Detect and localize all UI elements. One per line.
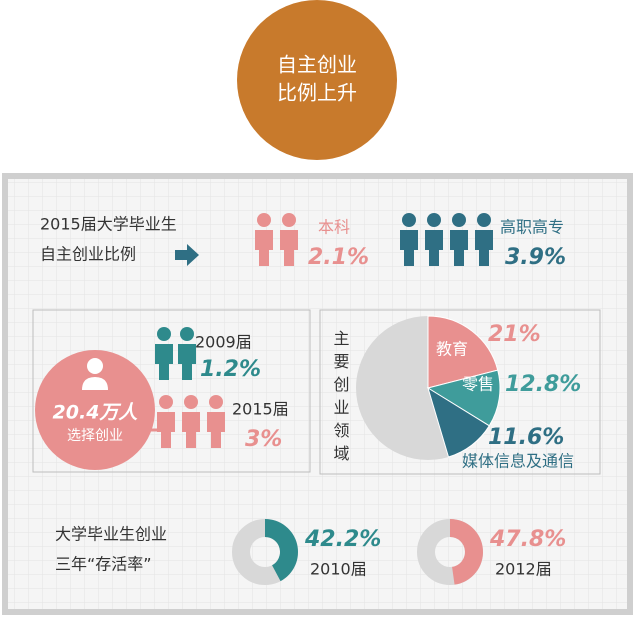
pie-slice xyxy=(427,315,499,389)
person-icon xyxy=(450,230,468,266)
person-icon xyxy=(257,213,271,227)
year: 2015届 xyxy=(232,400,289,419)
badge-line1: 自主创业 xyxy=(277,53,357,77)
slice-label: 教育 xyxy=(436,340,468,359)
person-icon xyxy=(157,412,175,448)
badge xyxy=(237,0,397,160)
person-icon xyxy=(82,377,108,390)
group-name: 本科 xyxy=(318,218,350,237)
slice-label: 零售 xyxy=(462,375,494,394)
person-icon xyxy=(425,230,443,266)
person-icon xyxy=(180,327,194,341)
slice-value: 12.8% xyxy=(505,372,581,397)
donut-arc xyxy=(265,519,298,582)
year-value: 3% xyxy=(245,427,282,452)
person-icon xyxy=(87,358,103,374)
person-icon xyxy=(155,344,173,380)
person-icon xyxy=(427,213,441,227)
person-icon xyxy=(178,344,196,380)
person-icon xyxy=(475,230,493,266)
survival-title: 三年“存活率” xyxy=(55,555,152,574)
slice-value: 21% xyxy=(488,322,541,347)
person-icon xyxy=(159,395,173,409)
person-icon xyxy=(255,230,273,266)
total: 20.4万人 xyxy=(53,402,139,424)
person-icon xyxy=(452,213,466,227)
donut-value: 42.2% xyxy=(304,527,381,552)
donut-year: 2010届 xyxy=(310,560,367,579)
person-icon xyxy=(157,327,171,341)
slice-value: 11.6% xyxy=(488,425,564,450)
pie-slice xyxy=(427,386,490,458)
pie-title: 主要创业领域 xyxy=(331,330,350,468)
group-value: 2.1% xyxy=(308,245,369,270)
arrow xyxy=(175,244,199,266)
person-icon xyxy=(477,213,491,227)
group-name: 高职高专 xyxy=(500,218,564,237)
person-icon xyxy=(280,230,298,266)
person-icon xyxy=(182,412,200,448)
person-icon xyxy=(184,395,198,409)
ratio-label: 2015届大学毕业生 xyxy=(40,215,177,234)
person-icon xyxy=(400,230,418,266)
total-caption: 选择创业 xyxy=(67,428,123,444)
donut-arc xyxy=(450,519,484,585)
total-circle xyxy=(35,350,155,470)
donut-year: 2012届 xyxy=(495,560,552,579)
donut-value: 47.8% xyxy=(489,527,566,552)
survival-title: 大学毕业生创业 xyxy=(55,525,167,544)
badge-line2: 比例上升 xyxy=(277,81,357,105)
year-value: 1.2% xyxy=(200,357,261,382)
pie-slice xyxy=(426,369,501,427)
person-icon xyxy=(282,213,296,227)
person-icon xyxy=(207,412,225,448)
person-icon xyxy=(402,213,416,227)
year: 2009届 xyxy=(195,333,252,352)
ratio-label: 自主创业比例 xyxy=(40,245,136,264)
slice-label: 媒体信息及通信 xyxy=(462,452,574,471)
person-icon xyxy=(209,395,223,409)
group-value: 3.9% xyxy=(505,245,566,270)
box xyxy=(319,309,601,475)
box xyxy=(32,309,311,473)
